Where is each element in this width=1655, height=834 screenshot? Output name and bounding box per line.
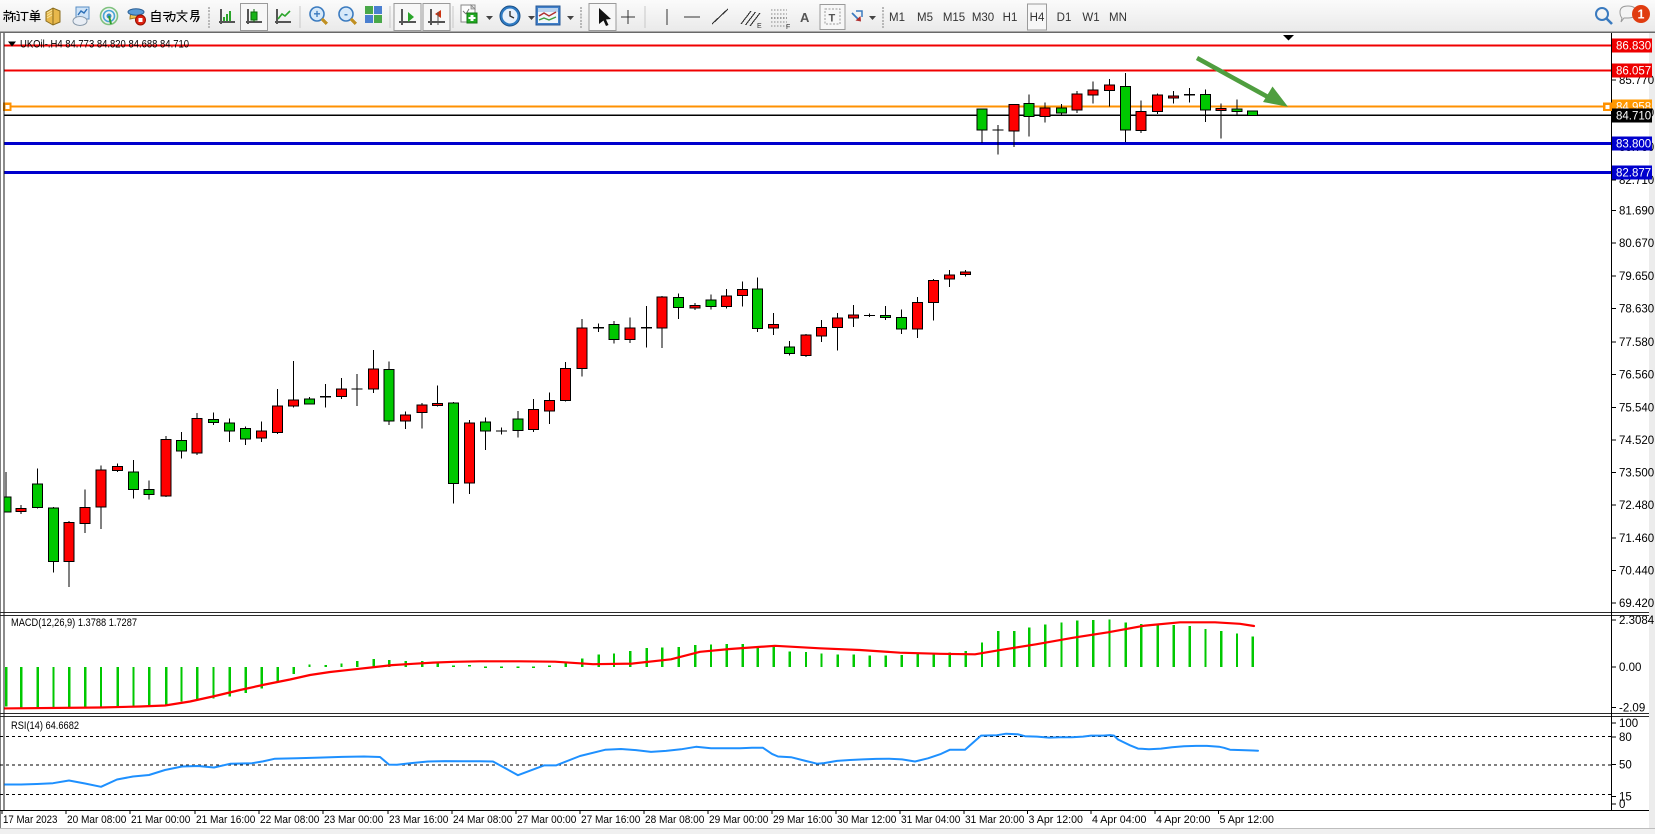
- svg-text:28 Mar 08:00: 28 Mar 08:00: [645, 814, 704, 826]
- svg-text:74.520: 74.520: [1619, 435, 1654, 447]
- svg-text:MN: MN: [1109, 12, 1127, 24]
- svg-text:-: -: [344, 7, 348, 21]
- svg-text:27 Mar 16:00: 27 Mar 16:00: [581, 814, 640, 826]
- svg-text:A: A: [800, 10, 810, 25]
- svg-text:72.480: 72.480: [1619, 500, 1654, 512]
- svg-text:81.690: 81.690: [1619, 206, 1654, 218]
- svg-text:-2.09: -2.09: [1619, 703, 1645, 715]
- svg-text:H4: H4: [1030, 12, 1045, 24]
- svg-text:+: +: [313, 7, 320, 21]
- svg-text:H1: H1: [1003, 12, 1018, 24]
- svg-text:69.420: 69.420: [1619, 598, 1654, 610]
- svg-text:24 Mar 08:00: 24 Mar 08:00: [453, 814, 512, 826]
- svg-text:79.650: 79.650: [1619, 271, 1654, 283]
- svg-text:22 Mar 08:00: 22 Mar 08:00: [260, 814, 319, 826]
- svg-text:71.460: 71.460: [1619, 533, 1654, 545]
- svg-text:0.00: 0.00: [1619, 662, 1641, 674]
- svg-text:T: T: [829, 13, 836, 25]
- svg-text:29 Mar 00:00: 29 Mar 00:00: [709, 814, 768, 826]
- svg-text:31 Mar 04:00: 31 Mar 04:00: [901, 814, 960, 826]
- svg-text:84.710: 84.710: [1616, 111, 1651, 123]
- svg-text:75.540: 75.540: [1619, 402, 1654, 414]
- svg-text:0: 0: [1619, 799, 1625, 811]
- svg-text:1: 1: [1638, 8, 1645, 22]
- svg-text:82.877: 82.877: [1616, 168, 1651, 180]
- svg-text:70.440: 70.440: [1619, 566, 1654, 578]
- svg-text:F: F: [786, 24, 790, 31]
- svg-text:D1: D1: [1057, 12, 1072, 24]
- svg-text:21 Mar 00:00: 21 Mar 00:00: [131, 814, 190, 826]
- svg-text:M30: M30: [972, 12, 994, 24]
- svg-text:17 Mar 2023: 17 Mar 2023: [3, 814, 57, 826]
- svg-text:M1: M1: [889, 12, 905, 24]
- svg-text:85.770: 85.770: [1619, 75, 1654, 87]
- svg-text:78.630: 78.630: [1619, 303, 1654, 315]
- svg-text:4 Apr 04:00: 4 Apr 04:00: [1092, 814, 1146, 826]
- svg-text:31 Mar 20:00: 31 Mar 20:00: [965, 814, 1024, 826]
- svg-text:86.057: 86.057: [1616, 66, 1651, 78]
- svg-text:29 Mar 16:00: 29 Mar 16:00: [773, 814, 832, 826]
- svg-text:76.560: 76.560: [1619, 370, 1654, 382]
- svg-text:80: 80: [1619, 732, 1632, 744]
- svg-text:77.580: 77.580: [1619, 337, 1654, 349]
- svg-text:M15: M15: [943, 12, 965, 24]
- svg-text:30 Mar 12:00: 30 Mar 12:00: [837, 814, 896, 826]
- svg-text:80.670: 80.670: [1619, 238, 1654, 250]
- svg-text:27 Mar 00:00: 27 Mar 00:00: [517, 814, 576, 826]
- svg-text:100: 100: [1619, 718, 1638, 730]
- svg-text:W1: W1: [1082, 12, 1099, 24]
- svg-text:4 Apr 20:00: 4 Apr 20:00: [1156, 814, 1210, 826]
- svg-text:M5: M5: [917, 12, 933, 24]
- svg-text:73.500: 73.500: [1619, 468, 1654, 480]
- svg-text:E: E: [757, 23, 762, 30]
- svg-text:83.800: 83.800: [1616, 139, 1651, 151]
- svg-text:23 Mar 00:00: 23 Mar 00:00: [324, 814, 383, 826]
- svg-text:UKOil-.H4 84.773 84.820 84.68: UKOil-.H4 84.773 84.820 84.688 84.710: [20, 39, 189, 51]
- svg-text:23 Mar 16:00: 23 Mar 16:00: [389, 814, 448, 826]
- svg-text:3 Apr 12:00: 3 Apr 12:00: [1029, 814, 1083, 826]
- svg-text:50: 50: [1619, 760, 1632, 772]
- svg-text:21 Mar 16:00: 21 Mar 16:00: [196, 814, 255, 826]
- svg-text:15: 15: [1619, 792, 1632, 804]
- svg-text:20 Mar 08:00: 20 Mar 08:00: [67, 814, 126, 826]
- svg-text:MACD(12,26,9) 1.3788 1.7287: MACD(12,26,9) 1.3788 1.7287: [11, 617, 137, 629]
- svg-text:RSI(14) 64.6682: RSI(14) 64.6682: [11, 720, 79, 732]
- svg-text:2.3084: 2.3084: [1619, 615, 1655, 627]
- svg-text:86.830: 86.830: [1616, 41, 1651, 53]
- svg-text:5 Apr 12:00: 5 Apr 12:00: [1220, 814, 1274, 826]
